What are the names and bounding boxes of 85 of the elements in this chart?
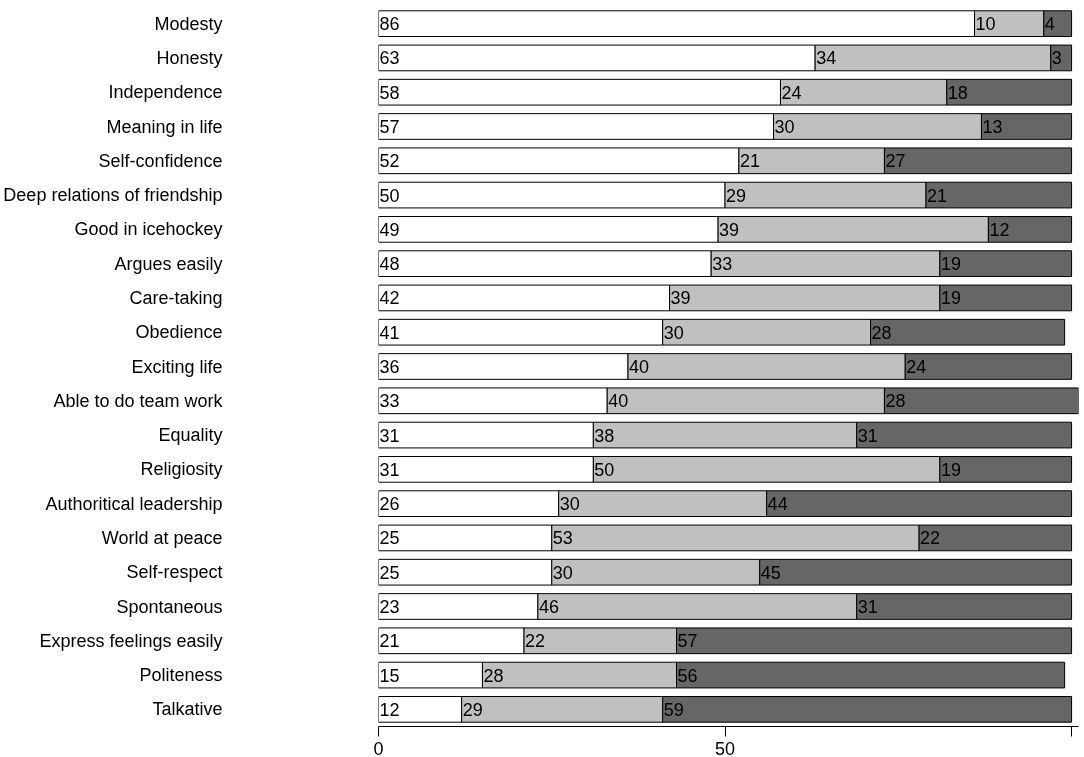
data-label: 26 [379, 494, 400, 515]
data-label: 31 [857, 425, 878, 446]
y-tick-label: Religiosity [140, 459, 223, 480]
data-label: 56 [677, 665, 698, 686]
data-label: 31 [379, 459, 400, 480]
data-label: 50 [594, 459, 615, 480]
y-tick-label: Argues easily [114, 253, 223, 274]
data-label: 19 [940, 459, 961, 480]
x-tick-label: 0 [373, 738, 384, 757]
data-label: 15 [379, 665, 400, 686]
data-label: 45 [760, 562, 781, 583]
data-label: 24 [906, 357, 927, 377]
data-label: 38 [594, 425, 615, 446]
data-label: 41 [379, 322, 400, 343]
y-tick-label: Authoritical leadership [45, 493, 223, 514]
data-label: 23 [379, 597, 400, 617]
data-label: 50 [379, 185, 400, 206]
data-label: 24 [781, 82, 802, 103]
data-label: 29 [462, 699, 483, 720]
data-label: 34 [816, 48, 837, 69]
data-label: 30 [774, 117, 795, 137]
data-label: 36 [379, 357, 400, 377]
data-label: 42 [379, 288, 400, 309]
data-label: 33 [712, 254, 733, 275]
data-label: 21 [379, 631, 400, 652]
y-tick-label: Self-respect [126, 562, 223, 583]
data-label: 39 [670, 288, 691, 309]
data-label: 58 [379, 82, 400, 103]
data-label: 19 [940, 288, 961, 309]
y-tick-label: Honesty [156, 47, 223, 68]
data-label: 28 [885, 391, 906, 412]
data-label: 30 [559, 494, 580, 515]
data-label: 33 [379, 391, 400, 412]
y-tick-label: Independence [108, 82, 223, 103]
data-label: 52 [379, 151, 400, 172]
data-label: 59 [663, 699, 684, 720]
y-tick-label: Able to do team work [53, 390, 224, 411]
y-tick-label: World at peace [101, 527, 223, 548]
data-label: 22 [920, 528, 941, 549]
data-label: 12 [989, 219, 1010, 240]
y-tick-label: Deep relations of friendship [3, 185, 223, 206]
y-tick-label: Self-confidence [98, 150, 223, 171]
data-label: 29 [726, 185, 747, 206]
data-label: 4 [1044, 14, 1055, 35]
data-label: 19 [940, 254, 961, 275]
data-label: 30 [663, 322, 684, 343]
data-label: 39 [719, 219, 740, 240]
y-tick-label: Meaning in life [106, 116, 223, 137]
data-label: 3 [1051, 48, 1062, 69]
data-label: 10 [975, 14, 996, 35]
data-label: 46 [538, 597, 559, 617]
data-label: 30 [552, 562, 573, 583]
data-label: 40 [629, 357, 650, 377]
data-label: 12 [379, 699, 400, 720]
data-label: 49 [379, 219, 400, 240]
y-tick-label: Talkative [152, 699, 223, 720]
data-label: 28 [871, 322, 892, 343]
y-tick-label: Exciting life [131, 356, 223, 377]
data-label: 18 [947, 82, 968, 103]
y-tick-label: Modesty [154, 13, 223, 34]
data-label: 44 [767, 494, 788, 515]
data-label: 25 [379, 528, 400, 549]
data-label: 63 [379, 48, 400, 69]
y-tick-label: Good in icehockey [74, 219, 223, 240]
y-tick-label: Politeness [139, 665, 223, 686]
data-label: 40 [608, 391, 629, 412]
data-label: 21 [927, 185, 948, 206]
data-label: 28 [483, 665, 504, 686]
data-label: 53 [552, 528, 573, 549]
data-label: 48 [379, 254, 400, 275]
data-label: 13 [982, 117, 1003, 137]
data-label: 57 [677, 631, 698, 652]
data-label: 22 [525, 631, 546, 652]
y-tick-label: Obedience [135, 322, 223, 343]
y-tick-label: Equality [158, 425, 223, 446]
y-tick-label: Express feelings easily [39, 630, 223, 651]
data-label: 21 [739, 151, 760, 172]
data-label: 27 [885, 151, 906, 172]
y-tick-label: Care-taking [129, 287, 223, 308]
y-tick-label: Spontaneous [116, 596, 223, 617]
data-label: 25 [379, 562, 400, 583]
data-label: 57 [379, 117, 400, 137]
data-label: 31 [857, 597, 878, 617]
data-label: 86 [379, 14, 400, 35]
data-label: 31 [379, 425, 400, 446]
